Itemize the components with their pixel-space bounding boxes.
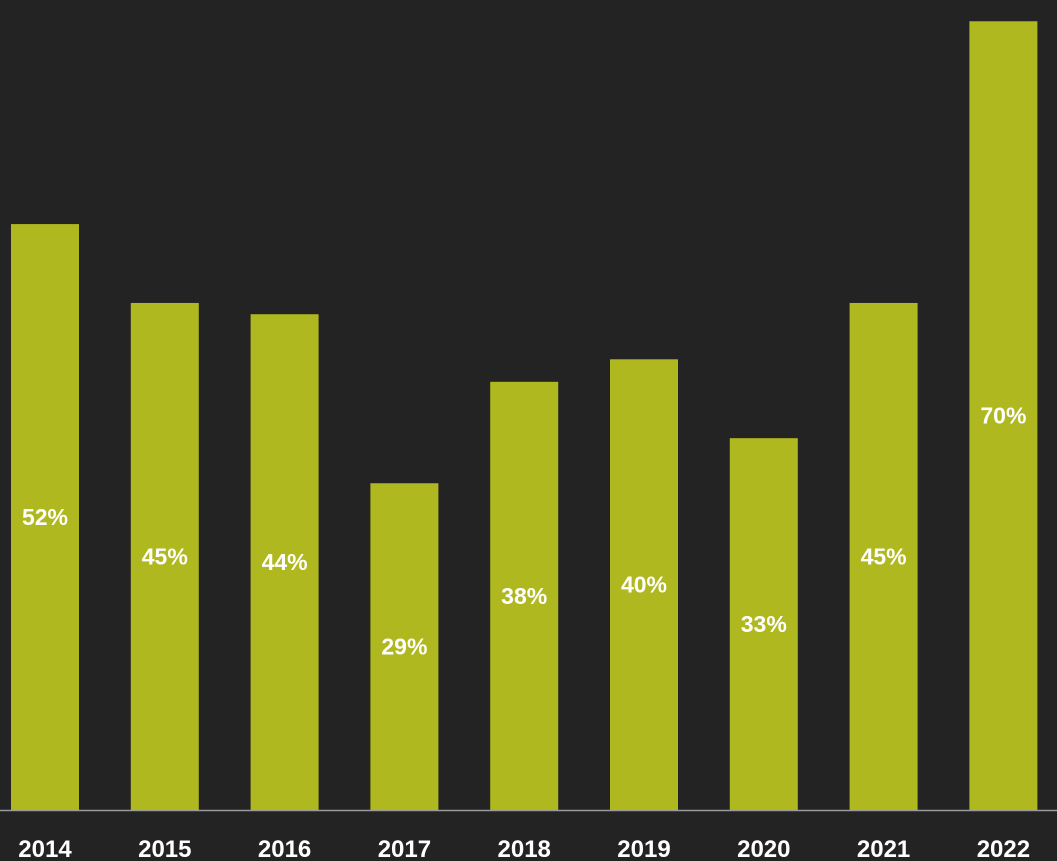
data-label-2016: 44% — [262, 549, 308, 575]
bar-2017 — [370, 483, 439, 810]
data-label-2022: 70% — [980, 403, 1026, 429]
bar-2020 — [729, 438, 798, 810]
x-tick-label-2017: 2017 — [378, 836, 431, 861]
data-label-2018: 38% — [501, 583, 547, 609]
x-tick-label-2019: 2019 — [617, 836, 670, 861]
data-label-2014: 52% — [22, 504, 68, 530]
x-tick-labels-group: 2014 2015 2016 2017 2018 2019 2020 2021 2022 — [18, 836, 1030, 861]
data-label-2019: 40% — [621, 572, 667, 598]
bar-2015 — [130, 302, 199, 810]
data-label-2017: 29% — [381, 634, 427, 660]
x-tick-label-2018: 2018 — [498, 836, 551, 861]
x-tick-label-2022: 2022 — [977, 836, 1030, 861]
x-tick-label-2021: 2021 — [857, 836, 910, 861]
x-tick-label-2016: 2016 — [258, 836, 311, 861]
bar-2019 — [610, 359, 678, 810]
data-label-2020: 33% — [741, 611, 787, 637]
data-label-2015: 45% — [142, 543, 188, 569]
bar-labels-group: 52% 45% 44% 29% 38% 40% 33% 45% 70% — [22, 403, 1026, 660]
x-tick-label-2015: 2015 — [138, 836, 191, 861]
bar-2018 — [490, 381, 559, 810]
x-tick-label-2020: 2020 — [737, 836, 790, 861]
bar-2016 — [250, 314, 319, 810]
bar-2022 — [969, 21, 1038, 811]
x-tick-label-2014: 2014 — [18, 836, 72, 861]
data-label-2021: 45% — [861, 543, 907, 569]
bar-2021 — [849, 302, 918, 810]
bars-group — [11, 21, 1038, 811]
bar-2014 — [11, 224, 79, 811]
